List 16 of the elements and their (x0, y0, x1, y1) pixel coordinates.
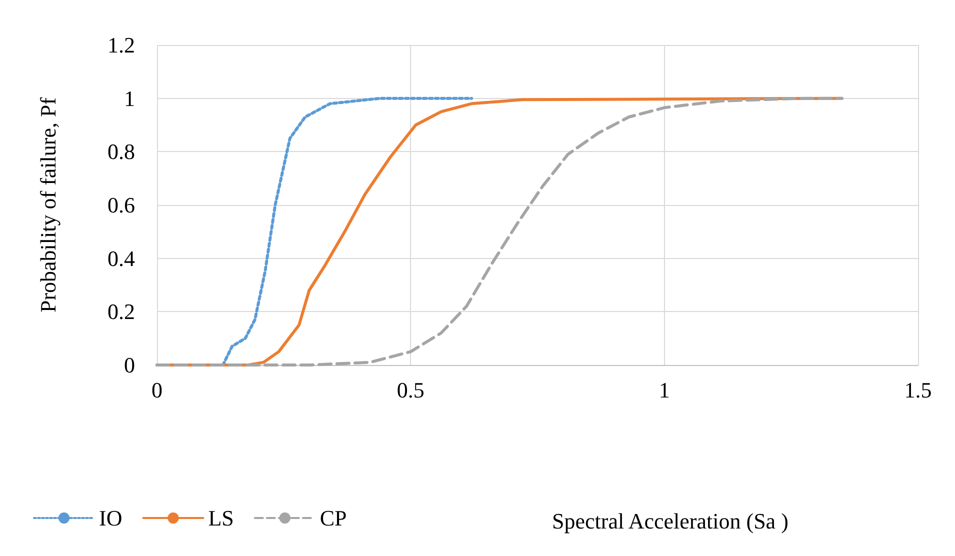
legend-label: CP (320, 506, 347, 530)
legend-label: IO (99, 506, 122, 530)
y-axis-title: Probability of failure, Pf (36, 96, 60, 313)
x-tick-label: 1 (658, 378, 670, 402)
x-tick-label: 1.5 (904, 378, 932, 402)
y-tick-label: 0 (124, 352, 135, 378)
y-tick-label: 0.6 (108, 192, 135, 218)
x-axis-title: Spectral Acceleration (Sa ) (552, 508, 788, 534)
y-tick-label: 0.2 (108, 299, 135, 324)
y-tick-label: 0.4 (108, 246, 135, 271)
y-tick-label: 1 (124, 86, 135, 111)
y-tick-label: 0.8 (108, 139, 135, 164)
legend-label: LS (208, 506, 234, 530)
y-tick-label: 1.2 (108, 32, 135, 58)
x-tick-label: 0 (152, 378, 162, 402)
x-tick-label: 0.5 (396, 378, 424, 402)
